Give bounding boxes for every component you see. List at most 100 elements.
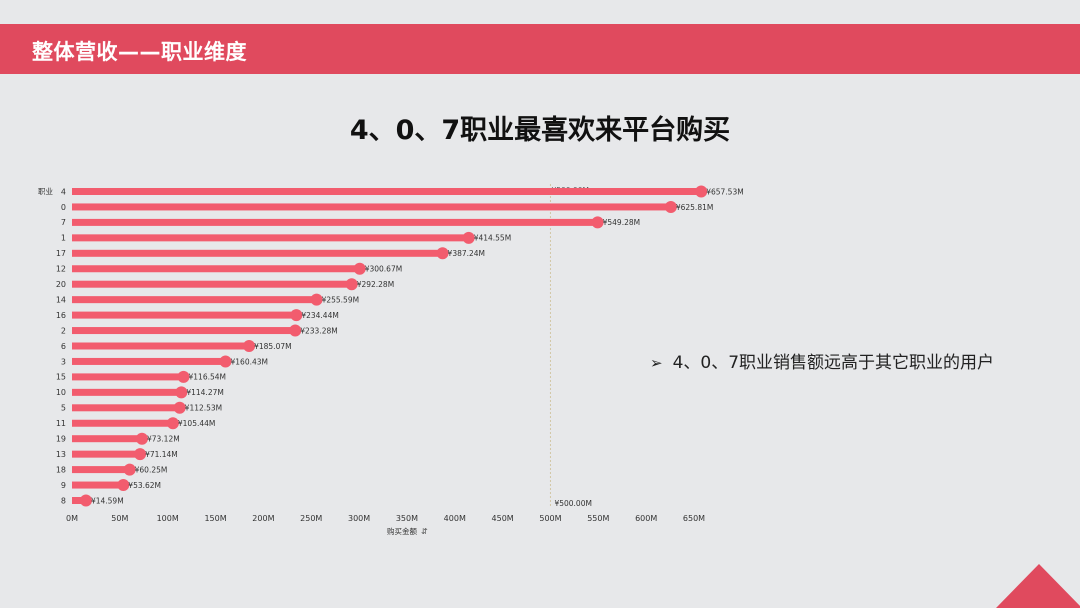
y-tick-label: 3 <box>61 357 66 366</box>
x-tick-label: 400M <box>444 514 466 523</box>
y-tick-label: 16 <box>56 311 66 320</box>
bar <box>72 296 317 304</box>
data-label: ¥549.28M <box>603 218 641 227</box>
data-label: ¥60.25M <box>135 465 168 474</box>
data-label: ¥234.44M <box>301 311 339 320</box>
x-tick-label: 250M <box>300 514 322 523</box>
bar <box>72 357 226 365</box>
data-label: ¥53.62M <box>128 481 161 490</box>
y-tick-label: 13 <box>56 450 66 459</box>
y-tick-label: 8 <box>61 496 66 505</box>
bar-end-dot <box>591 216 604 229</box>
x-tick-label: 50M <box>111 514 128 523</box>
bar <box>72 419 173 427</box>
bar-end-dot <box>175 386 188 399</box>
bar <box>72 435 142 443</box>
y-tick-label: 7 <box>61 218 66 227</box>
bar <box>72 249 443 257</box>
data-label: ¥657.53M <box>706 187 744 196</box>
bar-end-dot <box>664 200 677 213</box>
bar-end-dot <box>166 417 179 430</box>
data-label: ¥14.59M <box>91 496 124 505</box>
data-label: ¥625.81M <box>676 203 714 212</box>
x-tick-label: 300M <box>348 514 370 523</box>
x-tick-label: 450M <box>492 514 514 523</box>
corner-triangle-decoration <box>996 564 1080 608</box>
data-label: ¥116.54M <box>189 373 227 382</box>
y-tick-label: 5 <box>61 404 66 413</box>
y-axis-title: 职业 <box>38 186 53 196</box>
data-label: ¥300.67M <box>365 265 403 274</box>
bar-end-dot <box>135 432 148 445</box>
x-axis-title: 购买金额 <box>387 526 417 536</box>
x-tick-label: 550M <box>587 514 609 523</box>
bar-end-dot <box>353 262 366 275</box>
bar <box>72 311 297 319</box>
bar <box>72 450 141 458</box>
reference-line-label-bottom: ¥500.00M <box>554 499 592 508</box>
arrow-bullet-icon: ➢ <box>650 354 663 372</box>
bar-end-dot <box>173 401 186 414</box>
x-tick-label: 200M <box>252 514 274 523</box>
data-label: ¥71.14M <box>145 450 178 459</box>
bar-end-dot <box>310 293 323 306</box>
bar-end-dot <box>117 479 130 492</box>
bar <box>72 265 360 273</box>
data-label: ¥73.12M <box>147 435 180 444</box>
y-tick-label: 1 <box>61 234 66 243</box>
data-label: ¥414.55M <box>474 234 512 243</box>
x-tick-label: 350M <box>396 514 418 523</box>
insight-note: ➢ 4、0、7职业销售额远高于其它职业的用户 <box>650 348 994 373</box>
y-tick-label: 14 <box>56 295 66 304</box>
y-tick-label: 15 <box>56 373 66 382</box>
x-tick-label: 650M <box>683 514 705 523</box>
x-tick-label: 500M <box>539 514 561 523</box>
bar <box>72 373 184 381</box>
bar <box>72 188 702 195</box>
y-tick-label: 11 <box>56 419 66 428</box>
y-tick-label: 6 <box>61 342 66 351</box>
y-tick-label: 20 <box>56 280 66 289</box>
x-tick-label: 150M <box>204 514 226 523</box>
bar-end-dot <box>177 370 190 383</box>
y-tick-label: 2 <box>61 326 66 335</box>
bar <box>72 280 352 288</box>
y-tick-label: 17 <box>56 249 66 258</box>
data-label: ¥114.27M <box>186 388 224 397</box>
header-title: 整体营收——职业维度 <box>32 40 247 64</box>
bar-end-dot <box>695 185 708 198</box>
y-tick-label: 10 <box>56 388 66 397</box>
bar <box>72 466 130 474</box>
bar <box>72 327 296 335</box>
data-label: ¥292.28M <box>357 280 395 289</box>
bar <box>72 218 598 226</box>
bar-end-dot <box>289 324 302 337</box>
bar-end-dot <box>290 309 303 322</box>
bar-end-dot <box>345 278 358 291</box>
y-tick-label: 18 <box>56 465 66 474</box>
data-label: ¥233.28M <box>300 326 338 335</box>
y-tick-label: 0 <box>61 203 66 212</box>
data-label: ¥160.43M <box>231 357 269 366</box>
bar <box>72 497 86 504</box>
x-tick-label: 600M <box>635 514 657 523</box>
x-tick-label: 100M <box>157 514 179 523</box>
bar <box>72 388 182 396</box>
data-label: ¥255.59M <box>322 295 360 304</box>
y-tick-label: 12 <box>56 265 66 274</box>
y-tick-label: 19 <box>56 435 66 444</box>
bar-end-dot <box>219 355 232 368</box>
bar <box>72 404 180 412</box>
y-tick-label: 4 <box>61 187 66 196</box>
data-label: ¥105.44M <box>178 419 216 428</box>
bar-end-dot <box>134 448 147 461</box>
bar-end-dot <box>462 231 475 244</box>
page-title: 4、0、7职业最喜欢来平台购买 <box>349 115 731 146</box>
bar-end-dot <box>123 463 136 476</box>
bar <box>72 203 671 211</box>
sort-icon: ⇵ <box>421 527 428 536</box>
data-label: ¥185.07M <box>254 342 292 351</box>
bar-end-dot <box>436 247 449 260</box>
header-bar: 整体营收——职业维度 <box>0 24 1080 74</box>
